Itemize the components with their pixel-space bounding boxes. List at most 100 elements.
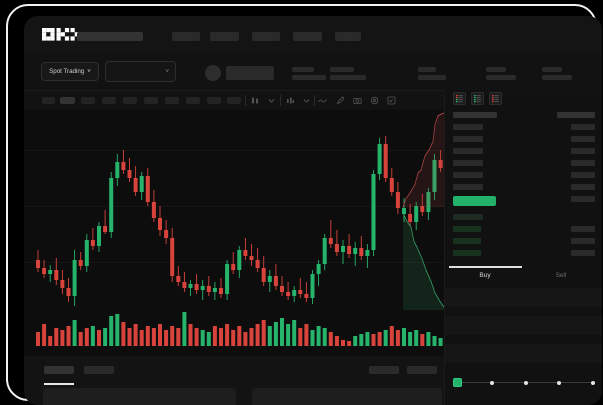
nav-pill-4[interactable] (252, 32, 280, 41)
orderbook-mode-both-icon[interactable] (453, 92, 466, 105)
chevron-down-icon-2[interactable] (302, 96, 311, 105)
app-screen: Spot Trading ˅ ˅ (24, 16, 602, 405)
timeframe-3[interactable] (81, 97, 95, 104)
orderbook-row[interactable] (571, 172, 595, 178)
orderbook-row[interactable] (453, 112, 497, 118)
orderbook-mode-bids-icon[interactable] (471, 92, 484, 105)
candlestick-series (36, 136, 443, 306)
candlestick-type-icon[interactable] (251, 96, 260, 105)
stat-24h-high (418, 67, 446, 80)
timeframe-5[interactable] (123, 97, 137, 104)
tab-sell[interactable]: Sell (555, 272, 567, 279)
orderbook-row[interactable] (571, 226, 595, 232)
timeframe-9[interactable] (207, 97, 221, 104)
nav-pill-3[interactable] (210, 32, 239, 41)
market-type-dropdown[interactable]: Spot Trading ˅ (41, 62, 99, 81)
gridline (24, 262, 444, 263)
toolbar-divider-2 (280, 95, 281, 106)
orderbook-row[interactable] (453, 226, 481, 232)
slider-dot-100[interactable] (591, 380, 595, 385)
app-header (24, 16, 602, 54)
market-subheader: Spot Trading ˅ ˅ (24, 54, 602, 90)
stat-24h-volume (542, 67, 572, 80)
orderbook-row[interactable] (571, 124, 595, 130)
coin-avatar (205, 65, 221, 81)
orderbook-row[interactable] (571, 160, 595, 166)
depth-chart-overlay (402, 112, 444, 310)
nav-pill-1[interactable] (77, 32, 143, 41)
orderbook-row[interactable] (453, 238, 481, 244)
orderbook-row[interactable] (453, 136, 483, 142)
tab-buy[interactable]: Buy (479, 272, 491, 279)
timeframe-7[interactable] (165, 97, 179, 104)
orderbook-row[interactable] (453, 124, 483, 130)
camera-icon[interactable] (353, 96, 362, 105)
slider-handle[interactable] (453, 378, 462, 387)
timeframe-6[interactable] (144, 97, 158, 104)
orderbook-mode-asks-icon[interactable] (489, 92, 502, 105)
orderbook-row[interactable] (453, 184, 483, 190)
settings-gear-icon[interactable] (370, 96, 379, 105)
order-price-field[interactable] (445, 288, 602, 308)
fullscreen-icon[interactable] (387, 96, 396, 105)
chevron-down-icon: ˅ (87, 68, 91, 75)
bottom-tab-open-orders[interactable] (44, 366, 74, 374)
stat-last-price (292, 67, 326, 80)
pair-select[interactable]: ˅ (105, 61, 176, 82)
line-chart-icon[interactable] (318, 96, 327, 105)
orderbook-row[interactable] (571, 196, 595, 202)
orderbook-row[interactable] (571, 148, 595, 154)
orderbook[interactable] (445, 110, 602, 265)
trade-tabs: Buy Sell (445, 266, 602, 288)
chevron-down-icon[interactable] (267, 96, 276, 105)
nav-pill-2[interactable] (172, 32, 200, 41)
nav-pill-6[interactable] (335, 32, 361, 41)
trade-tab-active-underline (449, 266, 522, 268)
orders-content-left (43, 388, 236, 405)
stat-24h-change (330, 67, 366, 80)
timeframe-2[interactable] (60, 97, 75, 104)
price-chart[interactable] (24, 110, 444, 356)
timeframe-1[interactable] (42, 97, 55, 104)
trade-panel: Buy Sell (444, 90, 602, 405)
okx-logo[interactable] (42, 28, 79, 42)
slider-dot-25[interactable] (490, 380, 494, 385)
orderbook-mode-group (453, 92, 502, 105)
orderbook-row[interactable] (571, 250, 595, 256)
bottom-tab-active-underline (44, 383, 74, 385)
chart-toolbar (24, 90, 444, 110)
orderbook-row[interactable] (453, 148, 483, 154)
timeframe-4[interactable] (102, 97, 116, 104)
orderbook-row[interactable] (453, 160, 483, 166)
device-bezel: Spot Trading ˅ ˅ (6, 4, 602, 405)
orderbook-row[interactable] (571, 184, 595, 190)
orderbook-row[interactable] (571, 238, 595, 244)
timeframe-10[interactable] (227, 97, 241, 104)
order-total-field[interactable] (445, 344, 602, 364)
timeframe-8[interactable] (186, 97, 200, 104)
amount-slider[interactable] (453, 378, 595, 387)
orders-content-right (252, 388, 442, 405)
pair-name-placeholder (226, 66, 274, 80)
bottom-action-1[interactable] (369, 366, 399, 374)
chevron-down-icon: ˅ (165, 69, 169, 75)
orderbook-row[interactable] (453, 250, 481, 256)
stat-24h-low (486, 67, 516, 80)
slider-dot-50[interactable] (524, 380, 528, 385)
order-amount-field[interactable] (445, 316, 602, 336)
orderbook-highlighted-row[interactable] (453, 196, 496, 206)
indicators-icon[interactable] (286, 96, 295, 105)
orderbook-row[interactable] (557, 112, 595, 118)
pencil-draw-icon[interactable] (336, 96, 345, 105)
bottom-action-2[interactable] (407, 366, 437, 374)
orderbook-row[interactable] (453, 214, 483, 220)
market-type-label: Spot Trading (49, 68, 85, 75)
orderbook-row[interactable] (571, 136, 595, 142)
nav-pill-5[interactable] (293, 32, 322, 41)
bottom-tab-order-history[interactable] (84, 366, 114, 374)
gridline (24, 206, 444, 207)
toolbar-divider-3 (314, 95, 315, 106)
volume-series (36, 312, 443, 346)
orderbook-row[interactable] (453, 172, 483, 178)
slider-dot-75[interactable] (557, 380, 561, 385)
